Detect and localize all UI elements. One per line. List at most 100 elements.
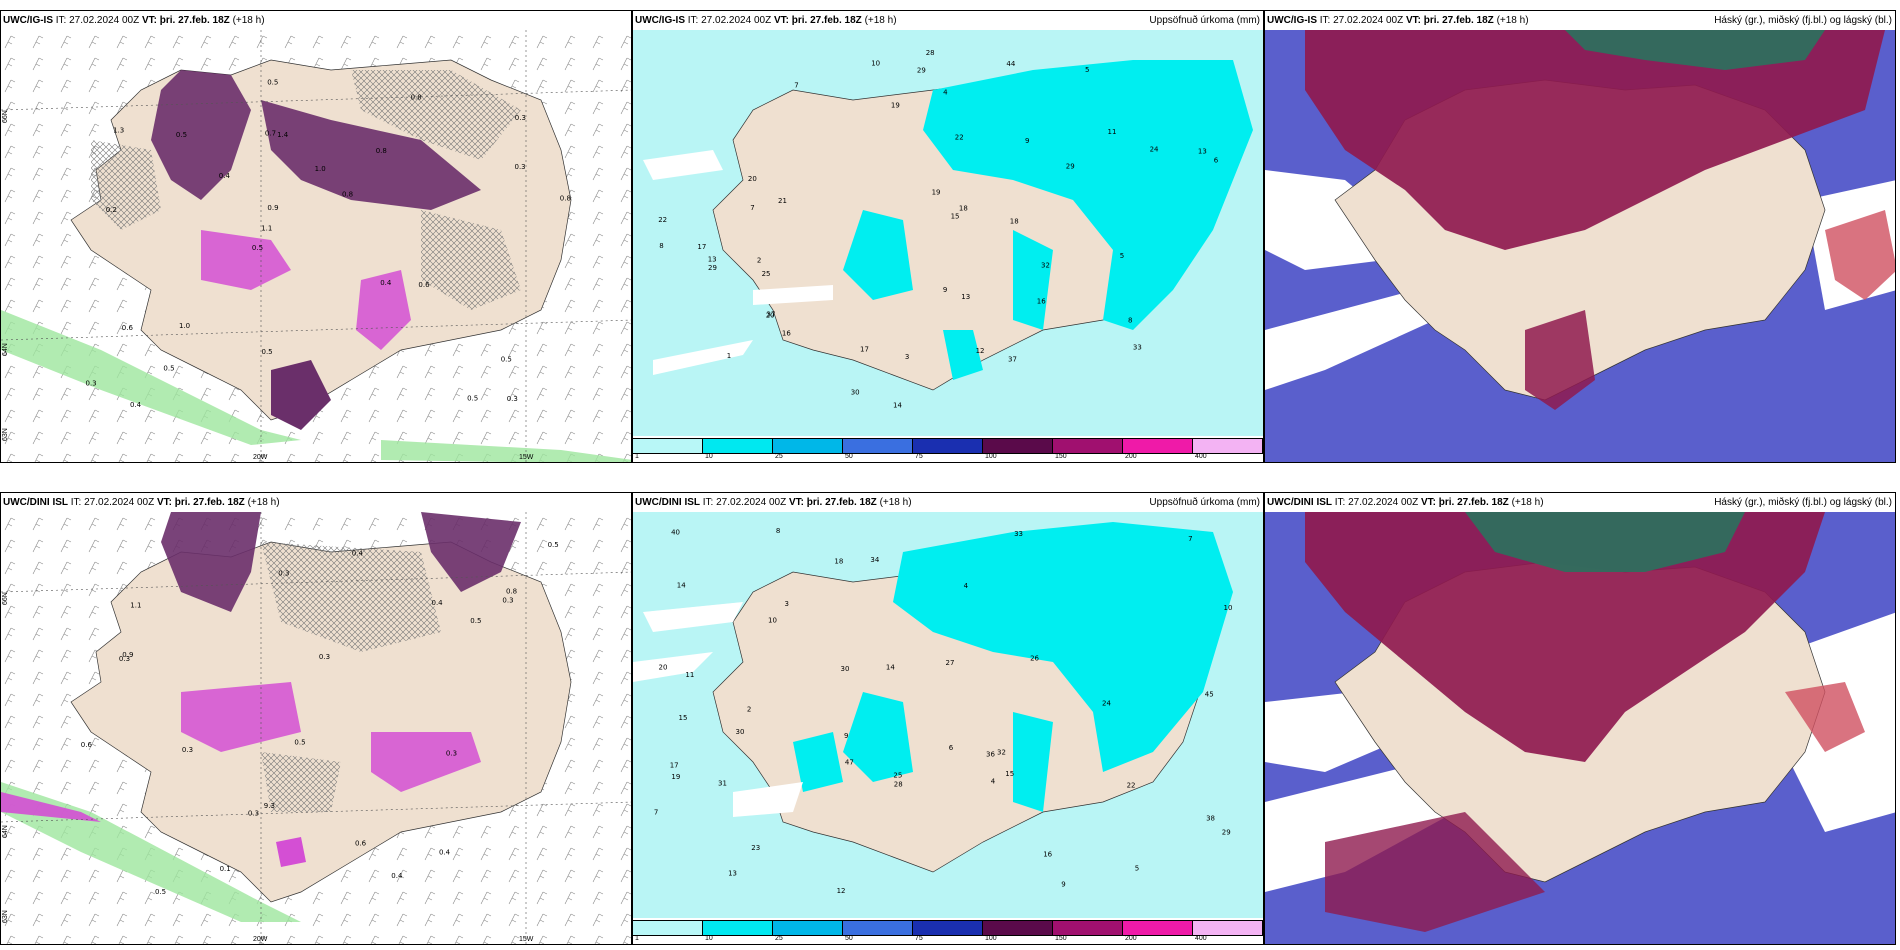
map-value-label: 0.5 [548, 541, 559, 549]
rain-area [1, 792, 101, 822]
snow-area [271, 360, 331, 430]
parallel [1, 319, 631, 341]
map-value-label: 8 [1128, 317, 1132, 325]
map-value-label: 21 [778, 197, 787, 205]
colorbar: 1 10 25 50 75 100 150 200 400 [633, 436, 1263, 462]
snow-area [261, 100, 481, 210]
cloud-map [1265, 30, 1895, 462]
map-value-label: 40 [671, 528, 680, 536]
colorbar-tick-label: 200 [1125, 453, 1137, 460]
map-value-label: 0.3 [515, 114, 526, 122]
map-value-label: 34 [870, 556, 879, 564]
value-labels: 1571113212537242917281615141033222030372… [658, 49, 1219, 409]
snow-area [151, 70, 251, 200]
colorbar-tick-label: 400 [1195, 453, 1207, 460]
map-value-label: 22 [955, 134, 964, 142]
white-patch [633, 652, 713, 682]
colorbar-swatch [703, 921, 773, 935]
map-value-label: 0.3 [502, 596, 513, 604]
colorbar-swatch [843, 921, 913, 935]
map-value-label: 0.3 [86, 379, 97, 387]
map-value-label: 36 [986, 751, 995, 759]
panel-header: UWC/IG-IS IT: 27.02.2024 00Z VT: þri. 27… [1265, 11, 1895, 30]
cloud-map [1265, 512, 1895, 944]
precip-type-map: 0.3 0.2 0.3 0.5 0.8 0.4 0.7 1.0 0.6 0.4 0.3 0.5 1.4 0… [1, 30, 631, 462]
map-value-label: 38 [1206, 814, 1215, 822]
map-value-label: 17 [860, 345, 869, 353]
colorbar-tick-label: 150 [1055, 935, 1067, 942]
hatched-mixed-area [261, 542, 441, 652]
map-value-label: 28 [926, 49, 935, 57]
mid-cloud-layer [1305, 512, 1825, 762]
snow-precip-panel-ig: UWC/IG-IS IT: 27.02.2024 00Z VT: þri. 27… [0, 10, 632, 463]
accum-precip-map: 1511749142432302723203125223826191210173… [633, 512, 1263, 920]
map-value-label: 24 [1102, 699, 1111, 707]
map-value-label: 5 [1120, 252, 1124, 260]
colorbar-ticks: 1 10 25 50 75 100 150 200 400 [633, 934, 1263, 944]
map-value-label: 0.4 [380, 279, 392, 287]
red-cloud-patch [1785, 682, 1865, 752]
colorbar-tick-label: 100 [985, 935, 997, 942]
colorbar-swatches [633, 920, 1263, 936]
map-value-label: 0.5 [163, 364, 174, 372]
map-value-label: 1.1 [261, 225, 272, 233]
colorbar-swatch [633, 439, 703, 453]
precip-10-25 [923, 60, 1253, 330]
lat-label: 66N [2, 110, 9, 123]
map-value-label: 14 [677, 582, 686, 590]
snow-area-heavy [356, 270, 411, 350]
colorbar-tick-label: 25 [775, 453, 783, 460]
map-value-label: 0.3 [119, 655, 130, 663]
red-cloud-patch [1325, 812, 1545, 932]
accum-precip-panel-ig: UWC/IG-IS IT: 27.02.2024 00Z VT: þri. 27… [632, 10, 1264, 463]
map-value-label: 18 [959, 205, 968, 213]
lat-label: 66N [2, 592, 9, 605]
value-labels: 1511749142432302723203125223826191210173… [654, 527, 1233, 895]
panel-header: UWC/IG-IS IT: 27.02.2024 00Z VT: þri. 27… [1, 11, 631, 30]
colorbar-swatch [1053, 439, 1123, 453]
colorbar-tick-label: 50 [845, 935, 853, 942]
lon-label: 15W [519, 936, 534, 943]
map-value-label: 37 [767, 311, 776, 319]
map-value-label: 13 [1198, 148, 1207, 156]
panel-header: UWC/DINI ISL IT: 27.02.2024 00Z VT: þri.… [1265, 493, 1895, 512]
map-value-label: 25 [893, 772, 902, 780]
map-value-label: 4 [991, 778, 996, 786]
map-value-label: 22 [658, 216, 667, 224]
map-value-label: 6 [949, 744, 954, 752]
map-value-label: 12 [837, 887, 846, 895]
map-value-label: 13 [728, 869, 737, 877]
colorbar-swatch [843, 439, 913, 453]
colorbar-swatches [633, 438, 1263, 454]
map-value-label: 6 [1214, 157, 1219, 165]
map-value-label: 17 [670, 761, 679, 769]
map-value-label: 0.2 [106, 206, 117, 214]
map-value-label: 15 [679, 714, 688, 722]
map-value-label: 24 [1150, 145, 1159, 153]
map-value-label: 0.3 [319, 653, 330, 661]
map-value-label: 32 [997, 749, 1006, 757]
map-value-label: 7 [1188, 535, 1192, 543]
parallel [1, 801, 631, 823]
map-value-label: 0.1 [220, 865, 231, 873]
map-value-label: 0.5 [470, 617, 481, 625]
map-value-label: 9 [844, 732, 848, 740]
lat-label: 63N [2, 428, 9, 441]
map-value-label: 29 [1222, 828, 1231, 836]
white-patch [653, 340, 753, 375]
white-patch [643, 150, 723, 180]
colorbar-tick-label: 25 [775, 935, 783, 942]
map-value-label: 0.4 [219, 172, 231, 180]
map-value-label: 0.3 [248, 810, 259, 818]
map-value-label: 0.4 [439, 849, 451, 857]
snow-area [421, 512, 521, 592]
hatched-mixed-area [421, 210, 521, 310]
precip-10-25 [1013, 230, 1053, 330]
colorbar-tick-label: 100 [985, 453, 997, 460]
colorbar-swatch [913, 921, 983, 935]
white-patch [753, 285, 833, 305]
map-value-label: 1.0 [179, 322, 190, 330]
map-value-label: 15 [1005, 770, 1014, 778]
map-value-label: 2 [757, 257, 761, 265]
white-patch [643, 602, 743, 632]
